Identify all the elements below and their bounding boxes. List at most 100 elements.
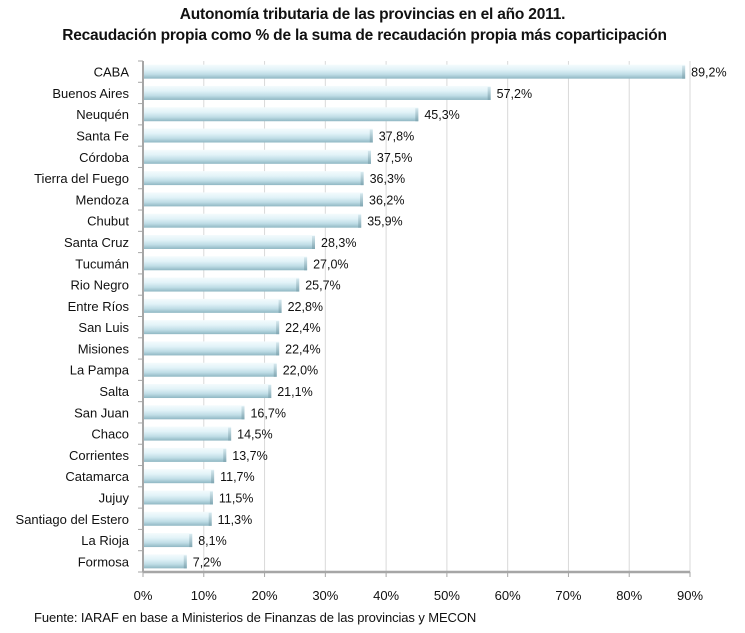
bar-end-cap — [241, 406, 245, 420]
category-label: Entre Ríos — [68, 299, 130, 314]
bar-end-cap — [189, 534, 193, 548]
bar — [144, 213, 362, 228]
bar — [144, 149, 371, 164]
bar — [144, 277, 300, 292]
data-label: 21,1% — [277, 385, 312, 399]
x-tick-label: 20% — [252, 588, 278, 603]
axes — [138, 60, 691, 577]
bar — [144, 256, 308, 271]
category-label: CABA — [94, 65, 130, 80]
category-label: Tucumán — [75, 256, 129, 271]
bar-end-cap — [360, 193, 364, 207]
bar — [144, 320, 280, 335]
data-label: 16,7% — [250, 406, 285, 420]
data-label: 37,5% — [377, 151, 412, 165]
data-label: 11,5% — [219, 491, 254, 505]
category-label: Formosa — [78, 554, 130, 569]
category-label: Mendoza — [76, 192, 130, 207]
bar-end-cap — [278, 299, 282, 313]
category-label: Catamarca — [65, 469, 129, 484]
category-label: Santa Cruz — [64, 235, 129, 250]
category-label: Neuquén — [76, 107, 129, 122]
bar-end-cap — [228, 427, 232, 441]
bar — [144, 490, 213, 505]
bar-end-cap — [682, 65, 686, 79]
data-label: 22,8% — [288, 300, 323, 314]
bar — [144, 554, 187, 569]
bar — [144, 469, 215, 484]
category-label: Santa Fe — [76, 129, 129, 144]
data-label: 22,4% — [285, 321, 320, 335]
bar — [144, 64, 686, 79]
data-label: 45,3% — [424, 108, 459, 122]
source-note: Fuente: IARAF en base a Ministerios de F… — [34, 610, 477, 625]
category-label: Santiago del Estero — [16, 512, 129, 527]
category-label: Corrientes — [69, 448, 129, 463]
category-label: Córdoba — [79, 150, 130, 165]
category-label: San Juan — [74, 405, 129, 420]
bar-end-cap — [223, 448, 227, 462]
bar — [144, 533, 193, 548]
data-label: 36,2% — [369, 193, 404, 207]
x-tick-label: 60% — [495, 588, 521, 603]
bar — [144, 341, 280, 356]
x-tick-label: 70% — [555, 588, 581, 603]
bar-end-cap — [487, 86, 491, 100]
x-tick-label: 40% — [373, 588, 399, 603]
bar — [144, 171, 364, 186]
bar — [144, 426, 232, 441]
bar — [144, 511, 212, 526]
bars — [144, 64, 686, 569]
bar — [144, 405, 245, 420]
bar-end-cap — [358, 214, 362, 228]
category-label: Misiones — [78, 341, 130, 356]
data-label: 57,2% — [497, 87, 532, 101]
data-label: 36,3% — [370, 172, 405, 186]
bar — [144, 85, 491, 100]
category-label: La Rioja — [81, 533, 129, 548]
bar — [144, 298, 282, 313]
x-tick-label: 30% — [312, 588, 338, 603]
category-label: Tierra del Fuego — [34, 171, 129, 186]
bar-end-cap — [367, 150, 371, 164]
data-label: 28,3% — [321, 236, 356, 250]
bar-end-cap — [296, 278, 300, 292]
x-tick-label: 50% — [434, 588, 460, 603]
category-label: La Pampa — [70, 363, 130, 378]
bar-chart: 0% 10% 20% 30% 40% 50% 60% 70% 80% 90% 89,2% CABA 57… — [16, 60, 727, 603]
bar-end-cap — [369, 129, 373, 143]
bar — [144, 384, 272, 399]
bar — [144, 192, 364, 207]
bar — [144, 362, 277, 377]
bar-end-cap — [415, 108, 419, 122]
data-label: 7,2% — [193, 555, 222, 569]
x-tick-label: 80% — [616, 588, 642, 603]
category-label: Rio Negro — [70, 278, 129, 293]
x-tick-label: 10% — [191, 588, 217, 603]
data-label: 13,7% — [232, 449, 267, 463]
data-label: 11,3% — [218, 513, 253, 527]
bar-end-cap — [268, 385, 272, 399]
bar — [144, 234, 316, 249]
data-label: 14,5% — [237, 428, 272, 442]
category-label: San Luis — [78, 320, 129, 335]
bar-end-cap — [312, 235, 316, 249]
bar-end-cap — [208, 512, 212, 526]
data-label: 27,0% — [313, 257, 348, 271]
bar-end-cap — [183, 555, 187, 569]
data-label: 25,7% — [305, 279, 340, 293]
bar — [144, 447, 227, 462]
category-label: Salta — [99, 384, 129, 399]
labels: 0% 10% 20% 30% 40% 50% 60% 70% 80% 90% 89,2% CABA 57… — [16, 65, 727, 603]
data-label: 89,2% — [691, 66, 726, 80]
x-tick-label: 90% — [677, 588, 703, 603]
bar-end-cap — [276, 321, 280, 335]
x-tick-label: 0% — [134, 588, 153, 603]
bar-end-cap — [209, 491, 213, 505]
bar-end-cap — [304, 257, 308, 271]
category-label: Chaco — [91, 427, 129, 442]
category-label: Buenos Aires — [52, 86, 129, 101]
chart-title: Autonomía tributaria de las provincias e… — [179, 6, 566, 23]
category-label: Jujuy — [99, 490, 130, 505]
data-label: 22,0% — [283, 364, 318, 378]
